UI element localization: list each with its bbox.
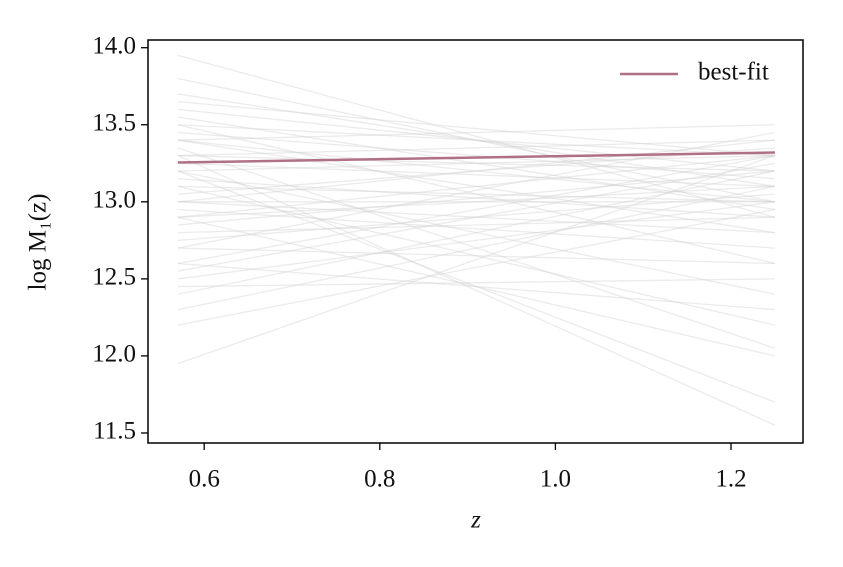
x-tick-label: 0.6 [189,466,220,493]
sample-line [177,116,776,211]
sample-line [177,208,776,326]
sample-line [177,185,775,203]
sample-line [177,77,776,203]
sample-line [177,139,776,234]
sample-line [177,124,776,265]
sample-line [177,162,776,272]
y-tick-label: 13.0 [92,187,136,214]
sample-line [177,54,776,218]
sample-line [177,262,775,311]
sample-line [177,185,776,311]
sample-line [177,154,776,265]
sample-line [177,170,776,295]
y-axis-label: log M₁(z) [25,194,52,291]
sample-line [177,139,775,203]
sample-line [177,178,775,218]
sample-line [177,208,775,249]
sample-line [177,131,775,180]
x-tick-label: 0.8 [364,466,395,493]
sample-line [177,154,776,365]
sample-line [177,139,775,157]
sample-line [177,170,776,295]
sample-line [177,108,775,172]
sample-line [177,170,775,226]
sample-line [177,185,776,326]
sample-line [177,216,776,357]
sample-line [177,247,775,265]
y-tick-label: 12.5 [92,264,136,291]
y-tick-label: 11.5 [93,418,136,445]
sample-line [177,139,775,203]
sample-line [177,154,775,172]
sample-line [177,193,775,241]
sample-line [177,124,775,141]
sample-line [177,124,775,157]
y-tick-label: 12.0 [92,341,136,368]
x-tick-label: 1.2 [715,466,746,493]
sample-line [177,278,775,288]
sample-line [177,216,775,234]
x-tick-label: 1.0 [540,466,571,493]
sample-line [177,185,775,218]
sample-line [177,100,775,157]
sample-line [177,162,775,188]
sample-line [177,147,775,195]
sample-line [177,201,775,280]
sample-line [177,154,776,426]
sample-line [177,131,776,249]
y-tick-label: 14.0 [92,32,136,59]
sample-line [177,170,776,403]
x-axis-label: z [470,507,481,534]
legend-label: best-fit [698,59,769,86]
sample-line [177,154,775,172]
y-tick-label: 13.5 [92,109,136,136]
plot-frame [147,39,804,444]
sample-line [177,201,775,234]
sample-line [177,93,776,188]
best-fit-line [177,151,775,164]
sample-line [177,154,775,218]
sample-line [177,147,776,349]
